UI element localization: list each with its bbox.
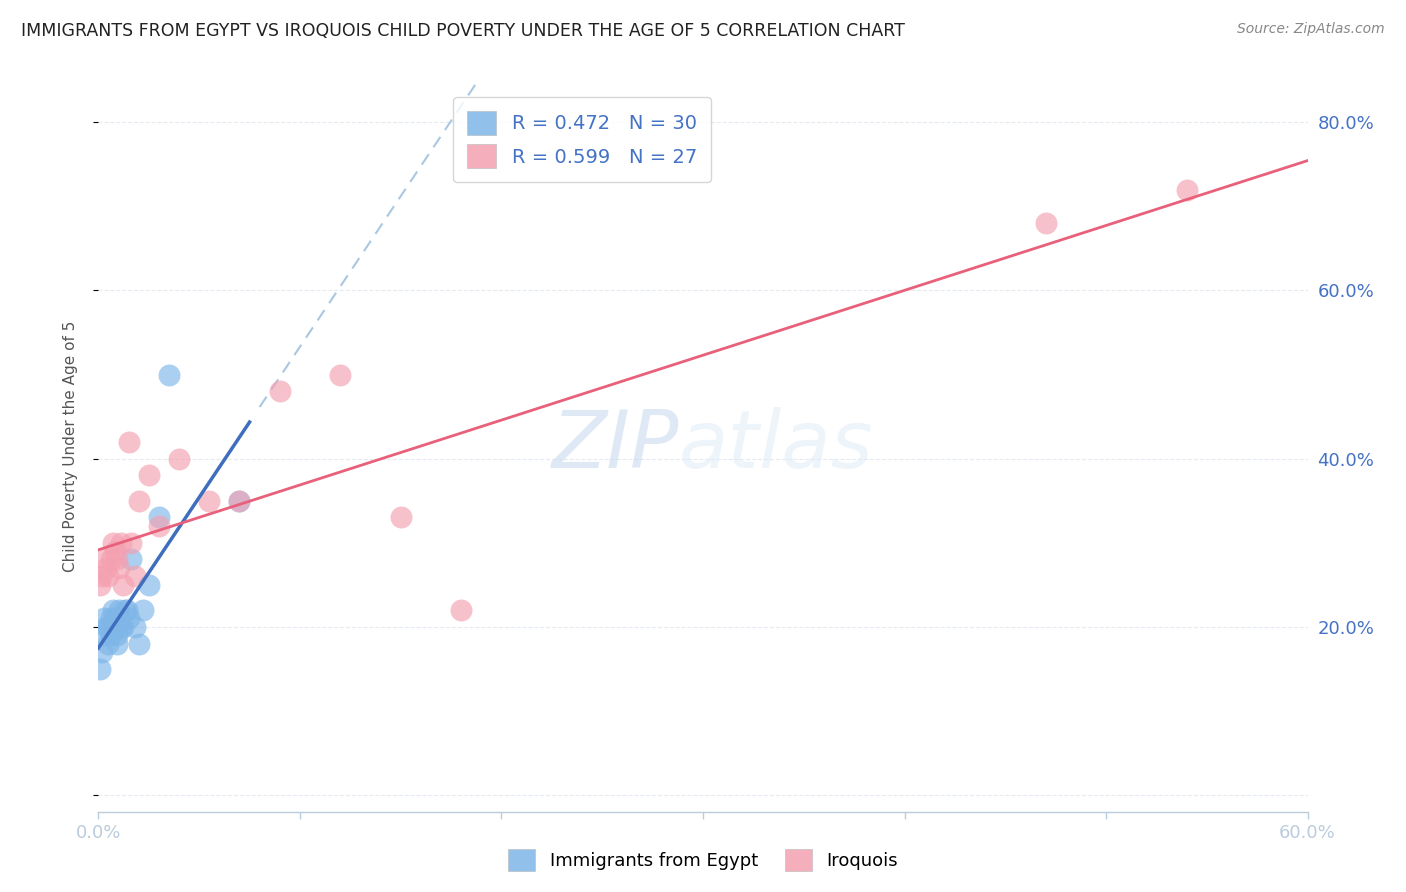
Point bbox=[167, 451, 190, 466]
Point bbox=[97, 569, 120, 583]
Legend: R = 0.472   N = 30, R = 0.599   N = 27: R = 0.472 N = 30, R = 0.599 N = 27 bbox=[454, 97, 710, 182]
Text: Source: ZipAtlas.com: Source: ZipAtlas.com bbox=[1237, 22, 1385, 37]
Point bbox=[148, 510, 170, 524]
Point bbox=[100, 628, 122, 642]
Point bbox=[103, 544, 125, 558]
Point bbox=[132, 603, 155, 617]
Point bbox=[124, 569, 146, 583]
Point bbox=[1175, 183, 1198, 197]
Point bbox=[96, 620, 118, 634]
Point bbox=[107, 603, 129, 617]
Point bbox=[103, 611, 125, 625]
Point bbox=[118, 611, 141, 625]
Point bbox=[115, 603, 138, 617]
Point bbox=[93, 628, 115, 642]
Point bbox=[110, 620, 132, 634]
Point bbox=[128, 636, 150, 650]
Point bbox=[198, 493, 221, 508]
Y-axis label: Child Poverty Under the Age of 5: Child Poverty Under the Age of 5 bbox=[63, 320, 77, 572]
Point bbox=[110, 535, 132, 549]
Point bbox=[228, 493, 250, 508]
Point bbox=[228, 493, 250, 508]
Point bbox=[157, 368, 180, 382]
Point bbox=[107, 611, 129, 625]
Point bbox=[91, 569, 114, 583]
Point bbox=[148, 519, 170, 533]
Point bbox=[93, 552, 115, 566]
Point bbox=[128, 493, 150, 508]
Point bbox=[100, 552, 122, 566]
Point bbox=[97, 620, 120, 634]
Point bbox=[97, 636, 120, 650]
Point bbox=[111, 578, 134, 592]
Point bbox=[138, 468, 160, 483]
Point bbox=[105, 628, 128, 642]
Point bbox=[107, 561, 129, 575]
Point bbox=[89, 662, 111, 676]
Point bbox=[120, 552, 142, 566]
Point bbox=[101, 535, 124, 549]
Point bbox=[118, 434, 141, 449]
Point bbox=[91, 645, 114, 659]
Point bbox=[114, 603, 136, 617]
Point bbox=[269, 384, 291, 399]
Point bbox=[120, 535, 142, 549]
Point bbox=[105, 636, 128, 650]
Point bbox=[96, 561, 118, 575]
Point bbox=[101, 620, 124, 634]
Point bbox=[101, 603, 124, 617]
Point bbox=[138, 578, 160, 592]
Point bbox=[389, 510, 412, 524]
Point bbox=[1035, 216, 1057, 230]
Point bbox=[329, 368, 352, 382]
Text: ZIP: ZIP bbox=[551, 407, 679, 485]
Point bbox=[89, 578, 111, 592]
Point bbox=[100, 611, 122, 625]
Point bbox=[103, 620, 125, 634]
Text: atlas: atlas bbox=[679, 407, 873, 485]
Point bbox=[124, 620, 146, 634]
Point bbox=[105, 552, 128, 566]
Text: IMMIGRANTS FROM EGYPT VS IROQUOIS CHILD POVERTY UNDER THE AGE OF 5 CORRELATION C: IMMIGRANTS FROM EGYPT VS IROQUOIS CHILD … bbox=[21, 22, 905, 40]
Point bbox=[450, 603, 472, 617]
Point bbox=[93, 611, 115, 625]
Point bbox=[111, 620, 134, 634]
Legend: Immigrants from Egypt, Iroquois: Immigrants from Egypt, Iroquois bbox=[501, 842, 905, 879]
